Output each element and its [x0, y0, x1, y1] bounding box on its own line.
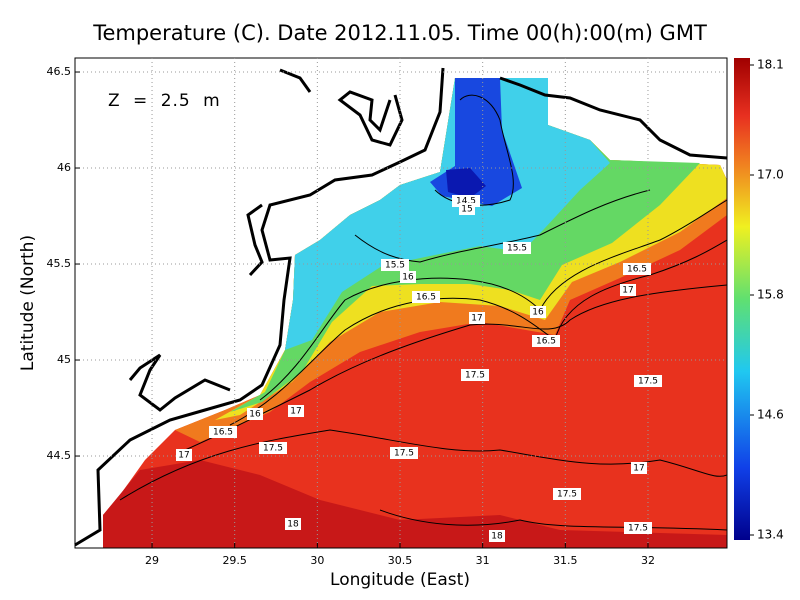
- contour-label-bg: [623, 263, 651, 275]
- contour-label: 16: [532, 308, 544, 318]
- contour-label-bg: [530, 306, 546, 318]
- contour-label: 15.5: [507, 244, 527, 254]
- contour-label-bg: [390, 447, 418, 459]
- y-axis-label: Latitude (North): [18, 235, 38, 371]
- contour-label: 17.5: [394, 449, 414, 459]
- x-axis-label: Longitude (East): [330, 570, 470, 590]
- contour-label-bg: [381, 259, 409, 271]
- contour-label: 17: [471, 314, 482, 324]
- contour-label: 17: [622, 286, 633, 296]
- contour-label-bg: [624, 522, 652, 534]
- y-tick-label: 45.5: [47, 257, 72, 270]
- colorbar-tick-label: 13.4: [757, 528, 784, 542]
- x-tick-label: 30: [310, 554, 324, 567]
- contour-label: 17: [290, 407, 301, 417]
- contour-label: 15.5: [385, 261, 405, 271]
- y-tick-label: 46.5: [47, 65, 72, 78]
- x-tick-label: 32: [641, 554, 655, 567]
- x-tick-label: 30.5: [388, 554, 413, 567]
- contour-label: 17: [178, 451, 189, 461]
- x-tick-label: 29.5: [222, 554, 247, 567]
- contour-label-bg: [503, 242, 531, 254]
- colorbar-tick-label: 15.8: [757, 288, 784, 302]
- contour-label: 16.5: [536, 337, 556, 347]
- contour-label: 17.5: [638, 377, 658, 387]
- contour-label-bg: [400, 271, 416, 283]
- contour-label: 17.5: [557, 490, 577, 500]
- colorbar: [734, 58, 750, 540]
- y-tick-label: 46: [57, 161, 71, 174]
- contour-label: 15: [461, 205, 472, 215]
- contour-label-bg: [469, 312, 485, 324]
- contour-label: 16.5: [213, 428, 233, 438]
- contour-label-bg: [553, 488, 581, 500]
- contour-label: 17.5: [263, 444, 283, 454]
- colorbar-tick-label: 14.6: [757, 408, 784, 422]
- contour-label-bg: [176, 449, 192, 461]
- contour-label: 16.5: [627, 265, 647, 275]
- contour-label-bg: [489, 530, 505, 542]
- x-tick-label: 29: [145, 554, 159, 567]
- contour-label: 16: [249, 410, 261, 420]
- contour-label-bg: [209, 426, 237, 438]
- contour-label-bg: [532, 335, 560, 347]
- chart-title: Temperature (C). Date 2012.11.05. Time 0…: [92, 21, 707, 45]
- x-tick-label: 31.5: [553, 554, 578, 567]
- contour-label: 17: [633, 464, 644, 474]
- contour-label: 18: [287, 520, 299, 530]
- contour-label-bg: [288, 405, 304, 417]
- contour-label-bg: [259, 442, 287, 454]
- contour-label-bg: [631, 462, 647, 474]
- y-tick-label: 44.5: [47, 449, 72, 462]
- contour-label-bg: [620, 284, 636, 296]
- plot-frame: [74, 57, 728, 549]
- depth-annotation: Z = 2.5 m: [108, 91, 221, 111]
- colorbar-tick-label: 17.0: [757, 168, 784, 182]
- temperature-field: [103, 78, 727, 548]
- contour-label-bg: [247, 408, 263, 420]
- contour-label: 17.5: [628, 524, 648, 534]
- contour-label: 16: [402, 273, 414, 283]
- contour-label: 17.5: [465, 371, 485, 381]
- contour-label: 14.5: [456, 197, 476, 207]
- y-tick-label: 45: [57, 353, 71, 366]
- contour-label-bg: [459, 203, 475, 215]
- coastline: [74, 67, 728, 547]
- contour-label-bg: [634, 375, 662, 387]
- contour-label-bg: [412, 291, 440, 303]
- contour-label: 18: [491, 532, 503, 542]
- x-tick-label: 31: [476, 554, 490, 567]
- contour-label-bg: [285, 518, 301, 530]
- contour-label-bg: [461, 369, 489, 381]
- colorbar-tick-label: 18.1: [757, 58, 784, 72]
- contour-label: 16.5: [416, 293, 436, 303]
